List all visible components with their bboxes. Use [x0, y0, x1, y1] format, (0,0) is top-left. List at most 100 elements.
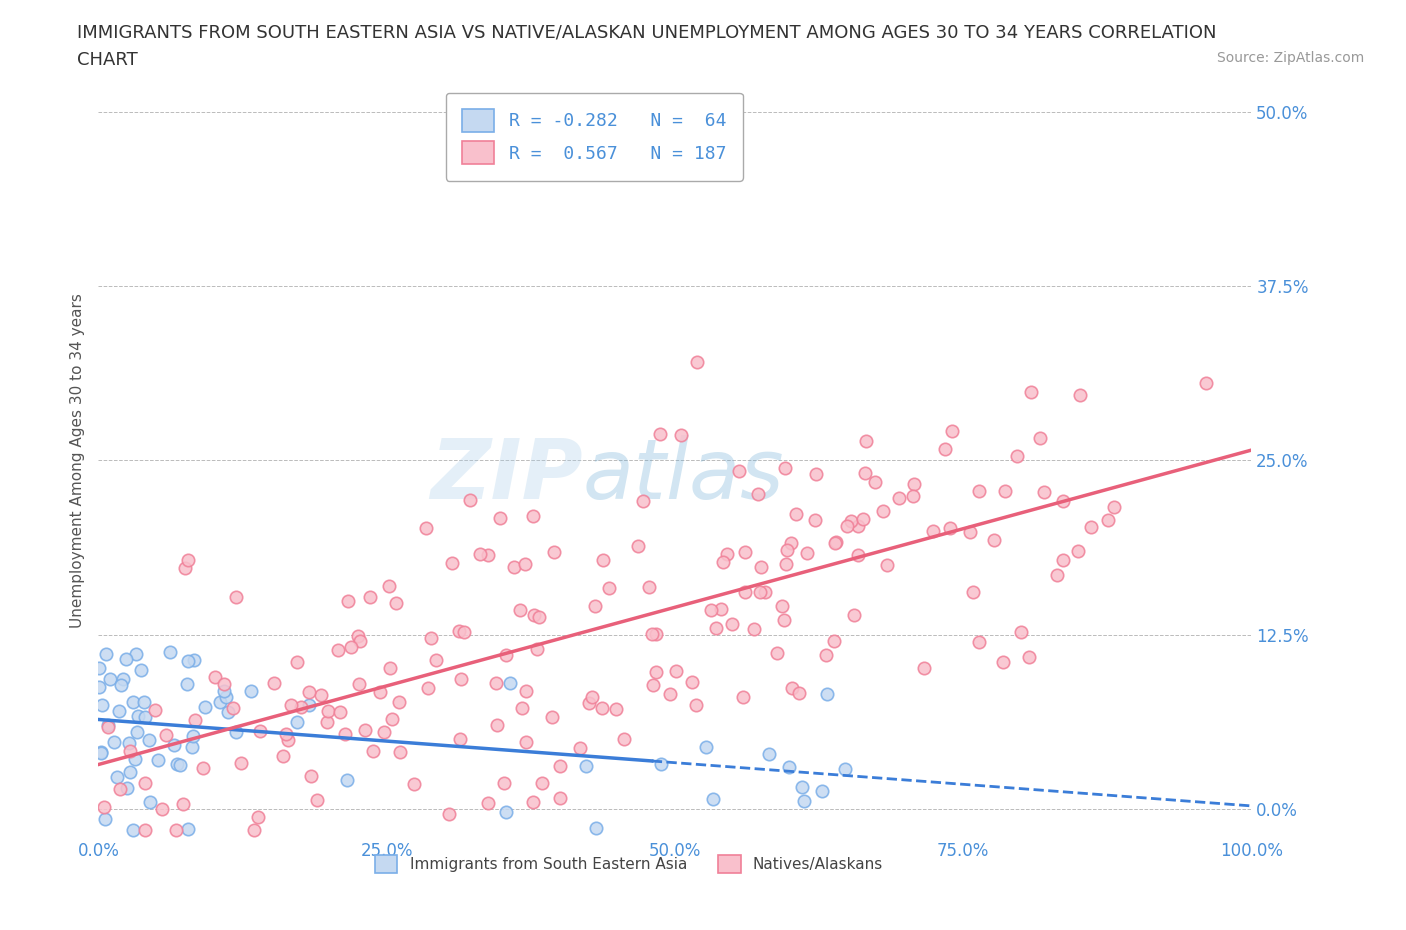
Point: [650, 427, 672, 442]
Point: [543, 545, 565, 560]
Point: [1010, 624, 1032, 639]
Point: [962, 585, 984, 600]
Point: [747, 486, 769, 501]
Point: [522, 509, 544, 524]
Point: [742, 621, 765, 636]
Point: [872, 503, 894, 518]
Text: CHART: CHART: [77, 51, 138, 69]
Point: [94, 812, 117, 827]
Point: [127, 709, 149, 724]
Point: [704, 620, 727, 635]
Point: [477, 795, 499, 810]
Point: [581, 689, 603, 704]
Point: [834, 762, 856, 777]
Point: [124, 751, 146, 766]
Point: [150, 802, 173, 817]
Point: [637, 579, 659, 594]
Point: [804, 512, 827, 527]
Point: [967, 635, 990, 650]
Point: [349, 633, 371, 648]
Point: [177, 552, 200, 567]
Point: [359, 590, 381, 604]
Point: [125, 647, 148, 662]
Point: [159, 645, 181, 660]
Point: [749, 584, 772, 599]
Text: atlas: atlas: [582, 435, 785, 516]
Point: [87, 660, 110, 675]
Point: [758, 746, 780, 761]
Text: IMMIGRANTS FROM SOUTH EASTERN ASIA VS NATIVE/ALASKAN UNEMPLOYMENT AMONG AGES 30 : IMMIGRANTS FROM SOUTH EASTERN ASIA VS NA…: [77, 23, 1216, 41]
Point: [711, 554, 734, 569]
Point: [347, 629, 370, 644]
Point: [592, 552, 614, 567]
Point: [815, 686, 838, 701]
Point: [1102, 499, 1125, 514]
Point: [815, 647, 838, 662]
Point: [143, 702, 166, 717]
Point: [1067, 544, 1090, 559]
Point: [1052, 494, 1074, 509]
Point: [983, 532, 1005, 547]
Point: [439, 807, 461, 822]
Point: [402, 777, 425, 791]
Point: [598, 581, 620, 596]
Point: [526, 642, 548, 657]
Point: [177, 654, 200, 669]
Point: [749, 560, 772, 575]
Point: [305, 792, 328, 807]
Point: [290, 699, 312, 714]
Point: [912, 660, 935, 675]
Point: [96, 646, 118, 661]
Point: [176, 677, 198, 692]
Point: [644, 627, 666, 642]
Point: [583, 598, 606, 613]
Point: [1052, 552, 1074, 567]
Point: [702, 791, 724, 806]
Point: [488, 511, 510, 525]
Point: [934, 442, 956, 457]
Point: [510, 700, 533, 715]
Point: [645, 664, 668, 679]
Point: [340, 640, 363, 655]
Point: [495, 647, 517, 662]
Point: [316, 714, 339, 729]
Point: [287, 714, 309, 729]
Point: [731, 690, 754, 705]
Point: [97, 717, 120, 732]
Point: [183, 712, 205, 727]
Point: [578, 696, 600, 711]
Point: [458, 493, 481, 508]
Point: [209, 695, 232, 710]
Point: [337, 593, 360, 608]
Point: [380, 711, 402, 726]
Point: [787, 685, 810, 700]
Point: [89, 680, 111, 695]
Point: [122, 695, 145, 710]
Point: [425, 653, 447, 668]
Point: [166, 756, 188, 771]
Point: [120, 744, 142, 759]
Point: [780, 681, 803, 696]
Point: [716, 547, 738, 562]
Point: [134, 776, 156, 790]
Point: [766, 645, 789, 660]
Point: [503, 560, 526, 575]
Point: [181, 739, 204, 754]
Point: [734, 545, 756, 560]
Point: [280, 698, 302, 712]
Point: [541, 710, 564, 724]
Point: [824, 536, 846, 551]
Point: [132, 695, 155, 710]
Point: [773, 612, 796, 627]
Point: [138, 795, 160, 810]
Point: [852, 512, 875, 526]
Point: [664, 664, 686, 679]
Point: [385, 595, 408, 610]
Point: [710, 602, 733, 617]
Point: [793, 793, 815, 808]
Point: [848, 548, 870, 563]
Point: [681, 675, 703, 690]
Point: [613, 731, 636, 746]
Point: [388, 745, 411, 760]
Point: [349, 677, 371, 692]
